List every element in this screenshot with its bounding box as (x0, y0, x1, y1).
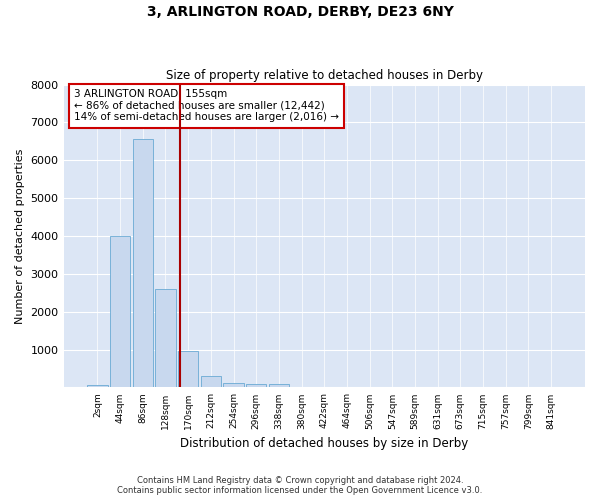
Bar (155, 289, 176, 388)
Y-axis label: Number of detached properties: Number of detached properties (15, 148, 25, 324)
Bar (178, 352, 199, 388)
Text: 3 ARLINGTON ROAD: 155sqm
← 86% of detached houses are smaller (12,442)
14% of se: 3 ARLINGTON ROAD: 155sqm ← 86% of detach… (74, 89, 339, 122)
Bar (87, 384, 107, 388)
Text: 3, ARLINGTON ROAD, DERBY, DE23 6NY: 3, ARLINGTON ROAD, DERBY, DE23 6NY (146, 5, 454, 19)
Bar (223, 383, 244, 388)
Title: Size of property relative to detached houses in Derby: Size of property relative to detached ho… (166, 69, 483, 82)
Bar (269, 384, 289, 388)
Bar (200, 376, 221, 388)
Text: Contains HM Land Registry data © Crown copyright and database right 2024.
Contai: Contains HM Land Registry data © Crown c… (118, 476, 482, 495)
X-axis label: Distribution of detached houses by size in Derby: Distribution of detached houses by size … (180, 437, 469, 450)
Bar (246, 384, 266, 388)
Bar (110, 236, 130, 388)
Bar (133, 140, 153, 388)
